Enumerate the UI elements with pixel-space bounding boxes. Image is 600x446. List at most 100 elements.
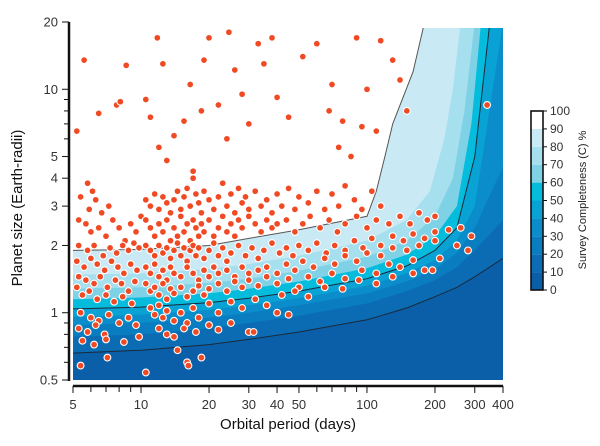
contour-line-50 xyxy=(73,28,490,310)
planet-point xyxy=(158,227,167,236)
planet-point xyxy=(409,256,418,265)
x-tick-label: 5 xyxy=(69,397,76,412)
planet-point xyxy=(222,227,231,236)
planet-point xyxy=(244,205,253,214)
planet-point xyxy=(372,216,381,224)
planet-point xyxy=(222,287,231,296)
planet-point xyxy=(186,202,195,211)
planet-point xyxy=(162,156,171,165)
planet-point xyxy=(126,260,135,269)
planet-point xyxy=(200,227,208,236)
planet-point xyxy=(173,239,182,248)
planet-point xyxy=(86,313,95,322)
planet-point xyxy=(420,234,429,243)
planet-point xyxy=(384,260,393,269)
planet-point xyxy=(173,187,182,196)
planet-point xyxy=(262,301,271,310)
planet-point xyxy=(312,187,321,196)
colorbar-swatch-90-100 xyxy=(531,111,543,129)
planet-point xyxy=(350,195,359,204)
planet-point xyxy=(230,232,239,241)
planet-point xyxy=(200,56,208,65)
planet-point xyxy=(180,117,188,126)
planet-point xyxy=(328,269,336,278)
planet-point xyxy=(388,56,397,65)
planet-point xyxy=(176,272,185,281)
planet-point xyxy=(141,195,150,204)
planet-point xyxy=(183,263,192,272)
planet-point xyxy=(205,216,213,224)
planet-point xyxy=(194,198,203,207)
planet-point xyxy=(325,106,334,115)
planet-point xyxy=(88,187,97,196)
planet-point xyxy=(254,39,263,48)
planet-point xyxy=(154,301,163,310)
planet-point xyxy=(406,219,414,228)
planet-point xyxy=(104,310,113,319)
planet-point xyxy=(97,208,106,217)
planet-point xyxy=(268,223,276,232)
planet-point xyxy=(290,287,299,296)
colorbar-swatch-40-50 xyxy=(531,200,543,219)
planet-point xyxy=(294,192,303,201)
planet-point xyxy=(94,223,103,232)
planet-point xyxy=(180,192,188,201)
planet-point xyxy=(275,249,284,257)
colorbar-tick-label: 10 xyxy=(550,265,564,279)
planet-point xyxy=(238,198,247,207)
planet-point xyxy=(304,292,313,301)
y-tick-label: 5 xyxy=(51,149,58,164)
colorbar-swatch-10-20 xyxy=(531,254,543,273)
planet-point xyxy=(277,291,286,299)
colorbar-tick-label: 50 xyxy=(550,194,564,208)
planet-point xyxy=(298,257,307,266)
planet-point xyxy=(226,249,235,257)
planet-point xyxy=(226,190,235,198)
planet-point xyxy=(334,143,343,152)
planet-point xyxy=(304,198,313,207)
planet-point xyxy=(113,263,122,272)
planet-point xyxy=(338,284,347,293)
planet-point xyxy=(262,263,271,272)
x-tick-label: 30 xyxy=(242,397,256,412)
planet-point xyxy=(170,316,178,325)
planet-point xyxy=(162,216,171,224)
x-tick-label: 40 xyxy=(270,397,284,412)
planet-point xyxy=(251,219,260,228)
planet-point xyxy=(150,283,159,292)
planet-point xyxy=(467,232,476,241)
planet-points xyxy=(72,28,492,377)
planet-point xyxy=(150,190,159,198)
planet-point xyxy=(282,260,291,269)
planet-point xyxy=(72,257,81,266)
colorbar: 0 10 20 30 40 50 60 70 80 90 100 xyxy=(530,104,570,297)
planet-point xyxy=(191,328,200,336)
planet-point xyxy=(354,276,363,285)
y-tick-label: 0.5 xyxy=(40,373,58,388)
planet-point xyxy=(74,216,83,224)
planet-point xyxy=(76,192,85,201)
planet-point xyxy=(341,274,350,283)
planet-point xyxy=(298,52,307,61)
planet-point xyxy=(357,205,366,214)
planet-point xyxy=(115,223,124,232)
x-tick-label: 200 xyxy=(424,397,446,412)
planet-point xyxy=(205,284,213,293)
planet-point xyxy=(230,208,239,217)
planet-point xyxy=(282,216,291,224)
planet-point xyxy=(127,299,136,308)
planet-point xyxy=(363,85,371,94)
planet-point xyxy=(341,219,350,228)
planet-point xyxy=(153,33,162,42)
planet-point xyxy=(74,324,83,333)
x-tick-label: 400 xyxy=(492,397,514,412)
planet-point xyxy=(141,368,150,377)
planet-point xyxy=(268,208,276,217)
x-tick-label: 10 xyxy=(134,397,148,412)
planet-point xyxy=(290,227,299,236)
planet-point xyxy=(154,143,163,152)
y-tick-label: 2 xyxy=(51,238,58,253)
planet-point xyxy=(166,254,175,263)
colorbar-swatch-70-80 xyxy=(531,146,543,165)
